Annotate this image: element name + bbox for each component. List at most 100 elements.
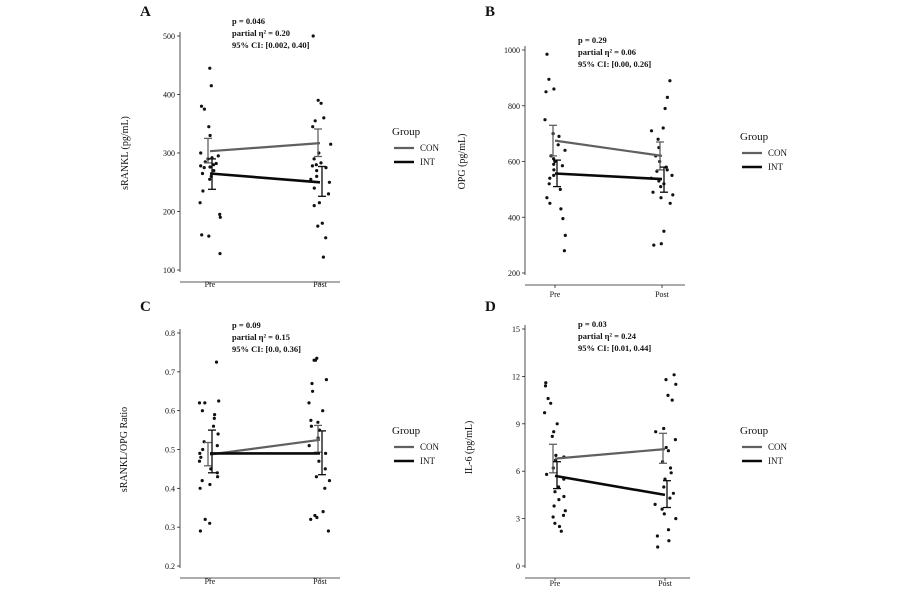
data-point xyxy=(547,182,551,186)
data-point xyxy=(552,168,556,172)
data-point xyxy=(553,521,557,525)
data-point xyxy=(200,479,204,483)
legend-title: Group xyxy=(740,131,769,143)
y-tick-label: 0.6 xyxy=(165,407,175,416)
series-int xyxy=(208,429,326,476)
data-point xyxy=(560,164,565,168)
data-point xyxy=(659,196,663,200)
data-point xyxy=(216,154,220,158)
data-point xyxy=(553,490,557,494)
data-point xyxy=(317,201,321,205)
y-tick-label: 15 xyxy=(512,325,520,334)
data-point xyxy=(202,166,206,170)
series-con xyxy=(549,432,667,474)
data-point xyxy=(558,187,562,191)
data-point xyxy=(544,90,548,94)
data-point xyxy=(320,221,324,225)
y-tick-label: 500 xyxy=(163,32,175,41)
data-point xyxy=(216,432,220,436)
data-point xyxy=(316,420,320,424)
y-tick-label: 100 xyxy=(163,266,175,275)
data-point xyxy=(214,161,218,166)
data-point xyxy=(662,229,666,233)
legend-label-con: CON xyxy=(768,148,788,158)
stat-line: 95% CI: [0.01, 0.44] xyxy=(578,343,651,353)
data-point xyxy=(211,163,216,167)
data-point xyxy=(666,393,670,397)
data-point xyxy=(309,517,313,522)
series-con xyxy=(204,128,322,164)
y-axis-label: IL-6 (pg/mL) xyxy=(464,421,475,475)
data-point xyxy=(561,513,566,518)
data-point xyxy=(311,125,315,129)
data-point xyxy=(198,451,202,455)
data-point xyxy=(324,378,328,382)
data-point xyxy=(310,381,314,386)
legend-label-int: INT xyxy=(768,162,783,172)
data-point xyxy=(208,521,212,525)
data-point xyxy=(200,233,204,237)
data-point xyxy=(563,233,567,237)
data-point xyxy=(668,466,673,470)
panel-letter: C xyxy=(140,299,151,315)
data-point xyxy=(314,163,318,167)
data-point xyxy=(315,169,319,173)
data-point xyxy=(315,174,319,178)
data-point xyxy=(656,137,660,141)
legend: Group CON INT xyxy=(392,126,440,167)
data-point xyxy=(203,401,207,405)
mean-line-int xyxy=(209,172,321,184)
data-point xyxy=(559,207,563,211)
stat-line: p = 0.09 xyxy=(232,320,261,330)
data-point xyxy=(562,249,567,253)
legend-title: Group xyxy=(392,126,421,138)
data-point xyxy=(309,418,313,422)
data-point xyxy=(311,34,315,38)
data-point xyxy=(327,479,332,483)
mean-line-con xyxy=(554,139,663,157)
stat-line: 95% CI: [0.0, 0.36] xyxy=(232,344,301,354)
data-point xyxy=(552,504,556,508)
data-point xyxy=(548,201,552,205)
data-point xyxy=(551,515,555,519)
data-point xyxy=(326,529,330,533)
data-point xyxy=(671,491,676,495)
panel-a: Ap = 0.046 partial η² = 0.20 95% CI: [0.00… xyxy=(120,4,440,289)
data-point xyxy=(218,215,222,219)
data-point xyxy=(672,373,676,377)
data-point xyxy=(202,107,206,111)
mean-line-con xyxy=(209,438,321,456)
data-point xyxy=(674,517,678,521)
data-point xyxy=(668,201,672,205)
data-point xyxy=(321,409,325,413)
data-point xyxy=(552,87,556,91)
y-tick-label: 1000 xyxy=(504,46,520,55)
data-point xyxy=(557,134,561,138)
data-point xyxy=(666,449,671,453)
x-tick-label: Post xyxy=(655,290,670,299)
x-tick-label: Post xyxy=(313,280,328,289)
data-point xyxy=(563,509,567,513)
data-point xyxy=(203,517,207,522)
data-point xyxy=(557,524,562,529)
legend-label-int: INT xyxy=(420,157,435,167)
y-tick-label: 9 xyxy=(516,420,520,429)
data-point xyxy=(665,168,669,172)
data-point xyxy=(554,453,558,457)
data-point xyxy=(666,528,671,532)
data-point xyxy=(656,545,660,549)
legend: Group CON INT xyxy=(740,131,788,172)
x-tick-label: Pre xyxy=(205,577,216,586)
data-point xyxy=(312,186,316,190)
stat-line: p = 0.046 xyxy=(232,16,265,26)
data-point xyxy=(208,482,212,487)
series-int xyxy=(208,158,326,197)
data-point xyxy=(307,401,311,405)
data-point xyxy=(200,171,205,176)
data-point xyxy=(321,255,325,259)
data-point xyxy=(214,360,219,364)
data-point xyxy=(545,196,549,200)
data-point xyxy=(315,515,319,520)
data-point xyxy=(211,424,216,428)
y-tick-label: 0 xyxy=(516,562,520,571)
